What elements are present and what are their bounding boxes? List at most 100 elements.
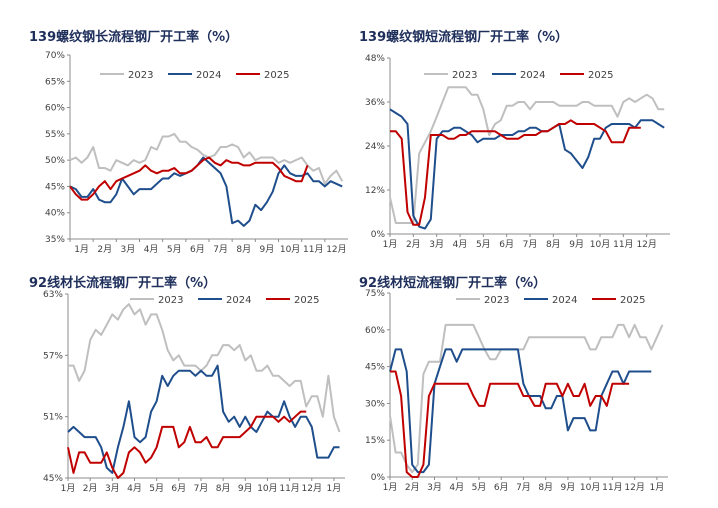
x-tick-label: 10月	[590, 239, 610, 250]
x-tick-label: 2月	[406, 239, 421, 250]
y-tick-label: 12%	[365, 186, 385, 196]
legend-label-2024: 2024	[552, 295, 577, 306]
y-tick-label: 55%	[45, 130, 65, 140]
legend-label-2024: 2024	[520, 70, 545, 81]
y-tick-label: 51%	[43, 413, 63, 423]
x-tick-label: 12月	[636, 239, 656, 250]
x-tick-label: 11月	[613, 239, 633, 250]
series-line-2025	[390, 119, 641, 226]
y-tick-label: 48%	[365, 54, 385, 64]
x-tick-label: 10月	[280, 244, 300, 255]
x-tick-label: 8月	[538, 482, 553, 493]
legend-label-2025: 2025	[294, 295, 319, 306]
series-line-2024	[389, 348, 652, 474]
y-tick-label: 45%	[365, 363, 385, 373]
series-line-2023	[68, 303, 341, 433]
x-tick-label: 7月	[213, 244, 228, 255]
x-tick-label: 2月	[405, 482, 420, 493]
chart-title-2: 139螺纹钢短流程钢厂开工率（%）	[359, 30, 569, 45]
legend-label-2023: 2023	[158, 295, 183, 306]
series-line-2023	[69, 132, 344, 185]
x-tick-label: 9月	[561, 482, 576, 493]
y-tick-label: 45%	[43, 474, 63, 484]
y-tick-label: 30%	[365, 399, 385, 409]
x-tick-label: 4月	[449, 482, 464, 493]
series-line-2025	[67, 410, 307, 479]
x-tick-label: 2月	[97, 244, 112, 255]
legend-label-2025: 2025	[620, 295, 645, 306]
x-tick-label: 6月	[171, 483, 186, 494]
x-tick-label: 6月	[499, 239, 514, 250]
x-tick-label: 1月	[650, 482, 665, 493]
chart-title-1: 139螺纹钢长流程钢厂开工率（%）	[29, 30, 239, 45]
x-tick-label: 5月	[476, 239, 491, 250]
x-tick-label: 6月	[190, 244, 205, 255]
chart-title-3: 92线材长流程钢厂开工率（%）	[29, 276, 217, 291]
x-tick-label: 12月	[302, 483, 322, 494]
x-tick-label: 5月	[149, 483, 164, 494]
series-line-2025	[69, 156, 309, 201]
x-tick-label: 9月	[569, 239, 584, 250]
x-tick-label: 12月	[326, 244, 346, 255]
x-tick-label: 12月	[624, 482, 644, 493]
x-tick-label: 8月	[236, 244, 251, 255]
x-tick-label: 11月	[279, 483, 299, 494]
chart-title-4: 92线材短流程钢厂开工率（%）	[359, 276, 547, 291]
y-tick-label: 15%	[365, 436, 385, 446]
y-tick-label: 0%	[371, 230, 386, 240]
y-tick-label: 50%	[45, 156, 65, 166]
legend-label-2023: 2023	[452, 70, 477, 81]
series-line-2024	[389, 108, 665, 230]
x-tick-label: 5月	[167, 244, 182, 255]
legend-label-2025: 2025	[588, 70, 613, 81]
x-tick-label: 7月	[516, 482, 531, 493]
series-line-2023	[389, 323, 664, 474]
x-tick-label: 7月	[194, 483, 209, 494]
x-tick-label: 8月	[216, 483, 231, 494]
x-tick-label: 8月	[546, 239, 561, 250]
y-tick-label: 57%	[43, 351, 63, 361]
y-tick-label: 60%	[365, 326, 385, 336]
x-tick-label: 4月	[453, 239, 468, 250]
x-tick-label: 3月	[105, 483, 120, 494]
x-tick-label: 7月	[523, 239, 538, 250]
legend-label-2023: 2023	[484, 295, 509, 306]
x-tick-label: 1月	[61, 483, 76, 494]
y-tick-label: 75%	[365, 289, 385, 299]
x-tick-label: 3月	[427, 482, 442, 493]
x-tick-label: 1月	[383, 482, 398, 493]
y-tick-label: 24%	[365, 142, 385, 152]
series-line-2023	[389, 86, 665, 224]
x-tick-label: 9月	[260, 244, 275, 255]
x-tick-label: 1月	[74, 244, 89, 255]
x-tick-label: 10月	[257, 483, 277, 494]
x-tick-label: 1月	[327, 483, 342, 494]
y-tick-label: 40%	[45, 209, 65, 219]
x-tick-label: 1月	[383, 239, 398, 250]
x-tick-label: 10月	[580, 482, 600, 493]
legend-label-2025: 2025	[264, 70, 289, 81]
y-tick-label: 45%	[45, 182, 65, 192]
x-tick-label: 5月	[472, 482, 487, 493]
legend-label-2024: 2024	[226, 295, 251, 306]
x-tick-label: 2月	[83, 483, 98, 494]
x-tick-label: 11月	[303, 244, 323, 255]
legend-label-2023: 2023	[128, 70, 153, 81]
y-tick-label: 60%	[45, 104, 65, 114]
y-tick-label: 0%	[371, 473, 386, 483]
x-tick-label: 4月	[127, 483, 142, 494]
y-tick-label: 36%	[365, 98, 385, 108]
x-tick-label: 3月	[121, 244, 136, 255]
x-tick-label: 9月	[238, 483, 253, 494]
legend-label-2024: 2024	[196, 70, 221, 81]
x-tick-label: 3月	[429, 239, 444, 250]
series-line-2024	[69, 156, 343, 227]
y-tick-label: 35%	[45, 235, 65, 245]
y-tick-label: 63%	[43, 290, 63, 300]
x-tick-label: 6月	[494, 482, 509, 493]
y-tick-label: 70%	[45, 51, 65, 61]
series-line-2025	[390, 370, 630, 478]
y-tick-label: 65%	[45, 77, 65, 87]
x-tick-label: 4月	[144, 244, 159, 255]
